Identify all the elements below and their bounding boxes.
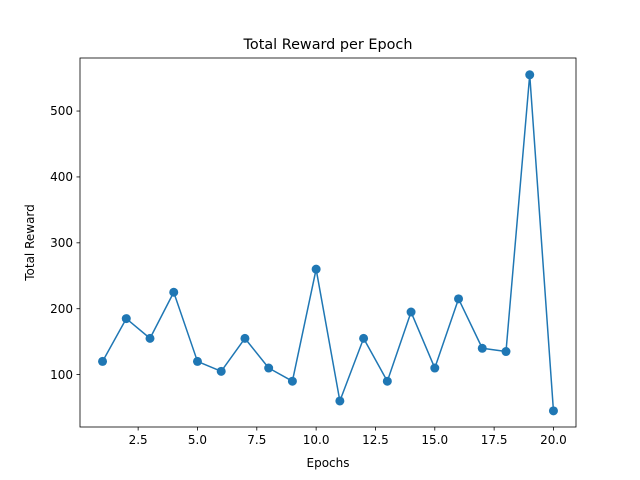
x-tick-label: 2.5 bbox=[129, 433, 148, 447]
data-point bbox=[359, 333, 369, 343]
data-point bbox=[216, 366, 226, 376]
data-point bbox=[477, 343, 487, 353]
data-point bbox=[264, 363, 274, 373]
x-tick-label: 10.0 bbox=[303, 433, 330, 447]
y-tick-label: 400 bbox=[50, 170, 73, 184]
data-point bbox=[335, 396, 345, 406]
data-point bbox=[192, 356, 202, 366]
x-axis-label: Epochs bbox=[307, 456, 350, 470]
x-tick-label: 20.0 bbox=[540, 433, 567, 447]
data-point bbox=[430, 363, 440, 373]
data-point bbox=[525, 70, 535, 80]
data-point bbox=[287, 376, 297, 386]
y-tick-label: 100 bbox=[50, 368, 73, 382]
x-axis: 2.5 5.0 7.5 10.0 12.5 15.0 17.5 20.0 bbox=[129, 427, 567, 447]
x-tick-label: 7.5 bbox=[247, 433, 266, 447]
series-line bbox=[101, 74, 555, 412]
x-tick-label: 17.5 bbox=[481, 433, 508, 447]
data-point bbox=[121, 314, 131, 324]
y-axis: 100 200 300 400 500 bbox=[50, 104, 80, 382]
data-point bbox=[98, 356, 108, 366]
x-tick-label: 5.0 bbox=[188, 433, 207, 447]
data-point bbox=[454, 294, 464, 304]
y-axis-label: Total Reward bbox=[23, 204, 37, 282]
data-point bbox=[382, 376, 392, 386]
data-point bbox=[169, 287, 179, 297]
y-tick-label: 200 bbox=[50, 302, 73, 316]
data-point bbox=[145, 333, 155, 343]
data-point bbox=[548, 406, 558, 416]
x-tick-label: 15.0 bbox=[421, 433, 448, 447]
plot-frame bbox=[79, 57, 577, 428]
y-tick-label: 500 bbox=[50, 104, 73, 118]
chart-title: Total Reward per Epoch bbox=[243, 37, 413, 53]
data-point bbox=[406, 307, 416, 317]
data-point bbox=[311, 264, 321, 274]
data-point bbox=[501, 347, 511, 357]
x-tick-label: 12.5 bbox=[362, 433, 389, 447]
y-tick-label: 300 bbox=[50, 236, 73, 250]
data-point bbox=[240, 333, 250, 343]
plot-area bbox=[98, 70, 558, 416]
